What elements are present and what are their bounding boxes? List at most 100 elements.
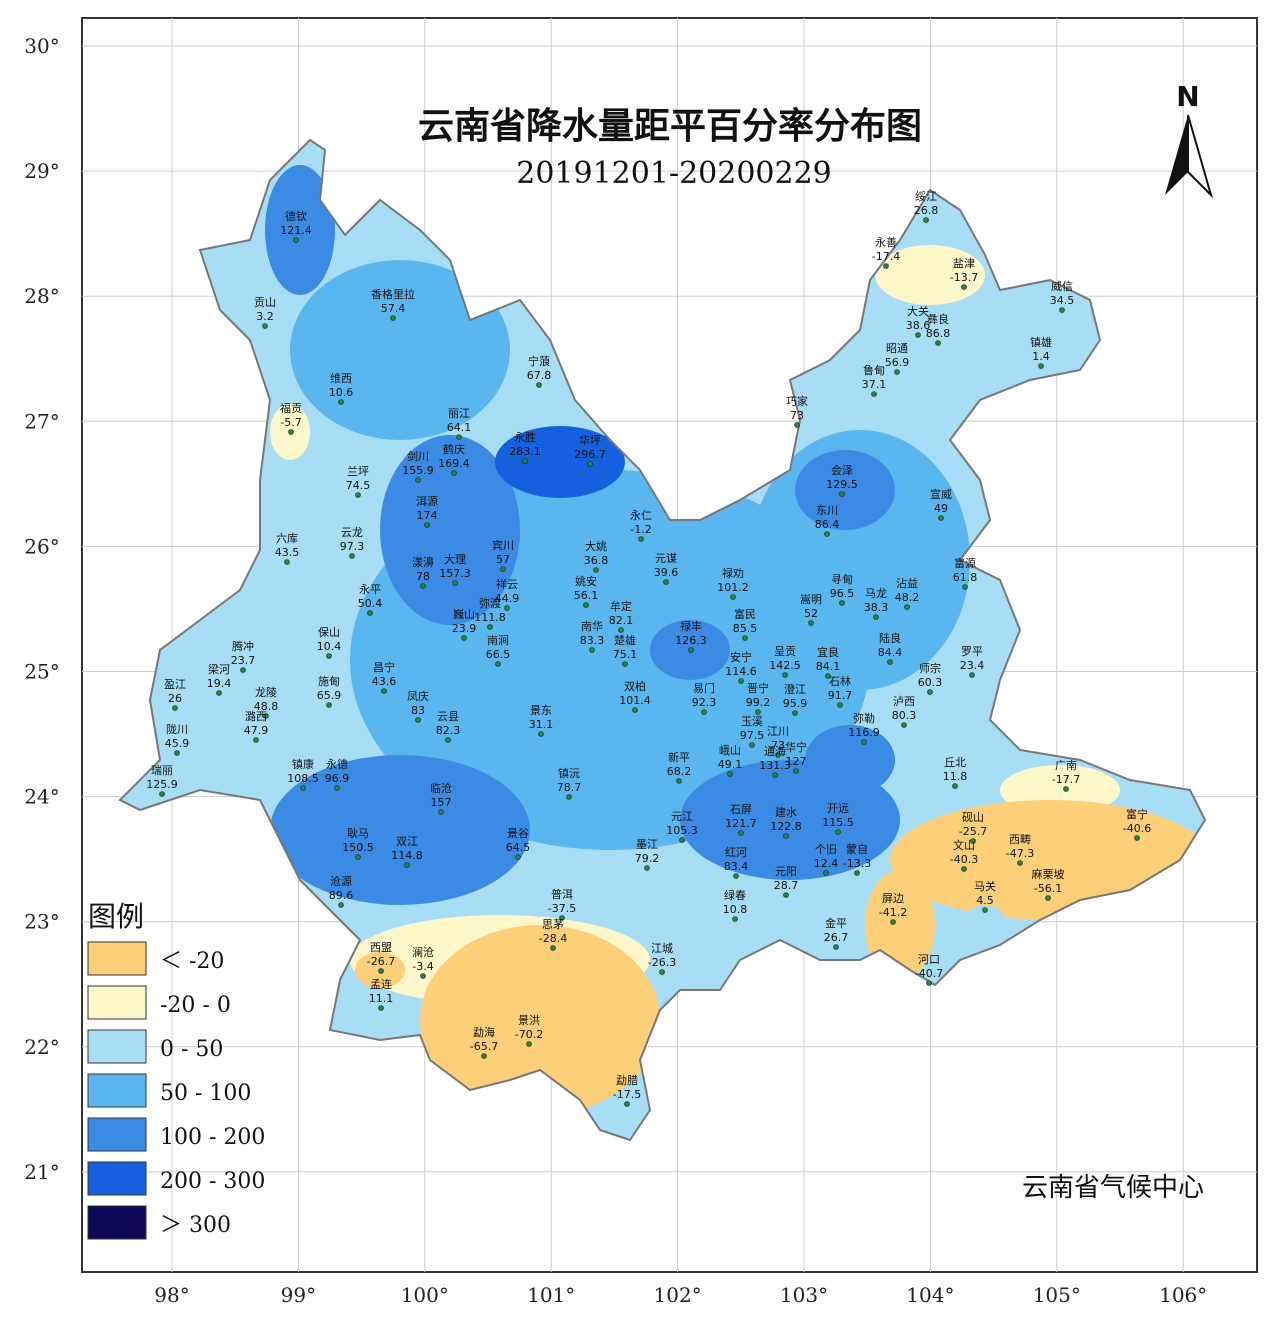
station-name: 广南 [1055, 759, 1077, 772]
station-dot [515, 854, 521, 860]
station-name: 宣威 [930, 487, 952, 501]
station-dot [901, 722, 907, 728]
station-dot [522, 458, 528, 464]
station-value: 79.2 [635, 852, 660, 865]
station-value: -5.7 [280, 416, 301, 429]
station-dot [334, 785, 340, 791]
station-name: 屏边 [882, 892, 904, 905]
station-value: 114.6 [725, 665, 757, 678]
station-value: 64.5 [506, 841, 531, 854]
station-value: 131.3 [759, 759, 791, 772]
station-name: 贡山 [254, 296, 276, 309]
y-tick-label: 22° [24, 1035, 59, 1059]
station-value: 82.1 [609, 614, 634, 627]
station-dot [445, 737, 451, 743]
station-name: 马关 [974, 879, 996, 893]
station-name: 呈贡 [774, 645, 796, 658]
station-name: 陇川 [166, 722, 188, 736]
station-name: 祥云 [496, 577, 518, 591]
station-dot [638, 536, 644, 542]
station-name: 鲁甸 [863, 363, 885, 377]
station-dot [326, 702, 332, 708]
station-name: 嵩明 [800, 593, 822, 606]
station-value: 126.3 [675, 634, 707, 647]
station-value: 96.5 [830, 587, 855, 600]
station-name: 个旧 [815, 843, 837, 856]
station-dot [326, 653, 332, 659]
station-name: 元阳 [775, 865, 797, 878]
station-name: 凤庆 [407, 689, 429, 703]
station-dot [284, 559, 290, 565]
station-value: -56.1 [1034, 882, 1062, 895]
station-dot [583, 602, 589, 608]
north-arrow [1165, 115, 1188, 195]
credit: 云南省气候中心 [1022, 1173, 1204, 1203]
legend-label: -20 - 0 [160, 993, 231, 1018]
station-name: 弥勒 [853, 711, 875, 725]
station-dot [487, 624, 493, 630]
station-value: 23.9 [452, 622, 477, 635]
station-value: -28.4 [539, 932, 567, 945]
station-value: 37.1 [862, 378, 887, 391]
station-name: 绿春 [724, 888, 746, 902]
y-tick-label: 25° [24, 660, 59, 684]
station-name: 西盟 [370, 941, 392, 954]
station-value: 97.3 [340, 540, 365, 553]
station-dot [263, 713, 269, 719]
station-dot [240, 667, 246, 673]
station-name: 寻甸 [831, 573, 853, 586]
station-dot [782, 672, 788, 678]
station-dot [835, 829, 841, 835]
y-tick-label: 30° [24, 34, 59, 58]
station-value: 19.4 [207, 677, 232, 690]
station-name: 元谋 [655, 552, 677, 565]
station-dot [962, 584, 968, 590]
x-tick-label: 105° [1033, 1283, 1081, 1307]
station-value: -13.7 [950, 271, 978, 284]
station-dot [495, 661, 501, 667]
legend-title: 图例 [88, 900, 144, 933]
station-name: 南华 [581, 619, 603, 633]
station-name: 威信 [1051, 280, 1073, 293]
north-arrow [1187, 114, 1214, 199]
legend-label: ＜ -20 [160, 949, 224, 974]
station-name: 景谷 [507, 827, 529, 840]
station-value: -65.7 [470, 1040, 498, 1053]
station-name: 鹤庆 [443, 442, 465, 456]
station-name: 宾川 [492, 538, 514, 552]
legend-swatch [87, 1073, 147, 1108]
legend-label: 100 - 200 [160, 1125, 265, 1150]
station-name: 沾益 [896, 576, 918, 590]
station-dot [424, 522, 430, 528]
station-value: 50.4 [358, 597, 383, 610]
station-dot [873, 614, 879, 620]
station-value: 23.7 [231, 654, 256, 667]
station-dot [794, 422, 800, 428]
station-dot [644, 865, 650, 871]
station-name: 普洱 [551, 887, 573, 901]
station-dot [415, 477, 421, 483]
station-value: -1.2 [630, 523, 651, 536]
station-dot [823, 870, 829, 876]
station-value: 115.5 [822, 816, 854, 829]
station-name: 墨江 [636, 838, 658, 851]
station-name: 大姚 [585, 539, 607, 553]
station-value: 101.2 [717, 581, 749, 594]
station-value: 57 [496, 553, 510, 566]
station-name: 富源 [954, 556, 976, 570]
station-name: 梁河 [208, 662, 230, 676]
station-dot [825, 673, 831, 679]
station-name: 开远 [827, 802, 849, 815]
station-value: 36.8 [584, 554, 609, 567]
station-name: 石林 [829, 674, 851, 688]
station-dot [550, 945, 556, 951]
legend-swatch [87, 1161, 147, 1196]
station-value: -40.6 [1123, 822, 1151, 835]
station-dot [808, 620, 814, 626]
station-value: 101.4 [619, 694, 651, 707]
station-value: 11.8 [943, 770, 968, 783]
station-dot [839, 491, 845, 497]
station-name: 维西 [330, 372, 352, 385]
station-name: 宁蒗 [528, 354, 550, 368]
station-name: 六库 [276, 532, 298, 545]
